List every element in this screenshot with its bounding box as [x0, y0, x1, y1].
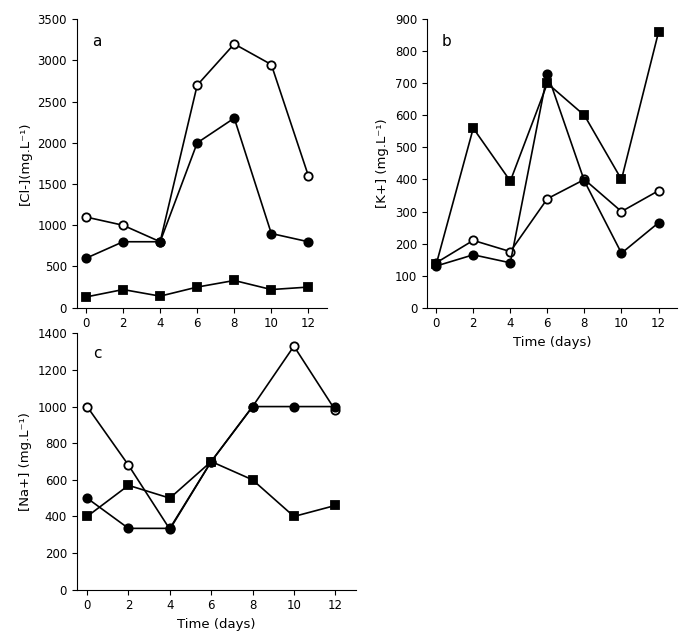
X-axis label: Time (days): Time (days) — [163, 336, 241, 349]
Text: c: c — [94, 346, 102, 361]
Y-axis label: [Cl-](mg.L⁻¹): [Cl-](mg.L⁻¹) — [19, 122, 32, 205]
X-axis label: Time (days): Time (days) — [177, 618, 255, 631]
Y-axis label: [K+] (mg.L⁻¹): [K+] (mg.L⁻¹) — [376, 119, 389, 208]
Text: a: a — [92, 33, 101, 49]
X-axis label: Time (days): Time (days) — [513, 336, 591, 349]
Text: b: b — [442, 33, 452, 49]
Y-axis label: [Na+] (mg.L⁻¹): [Na+] (mg.L⁻¹) — [19, 412, 31, 511]
